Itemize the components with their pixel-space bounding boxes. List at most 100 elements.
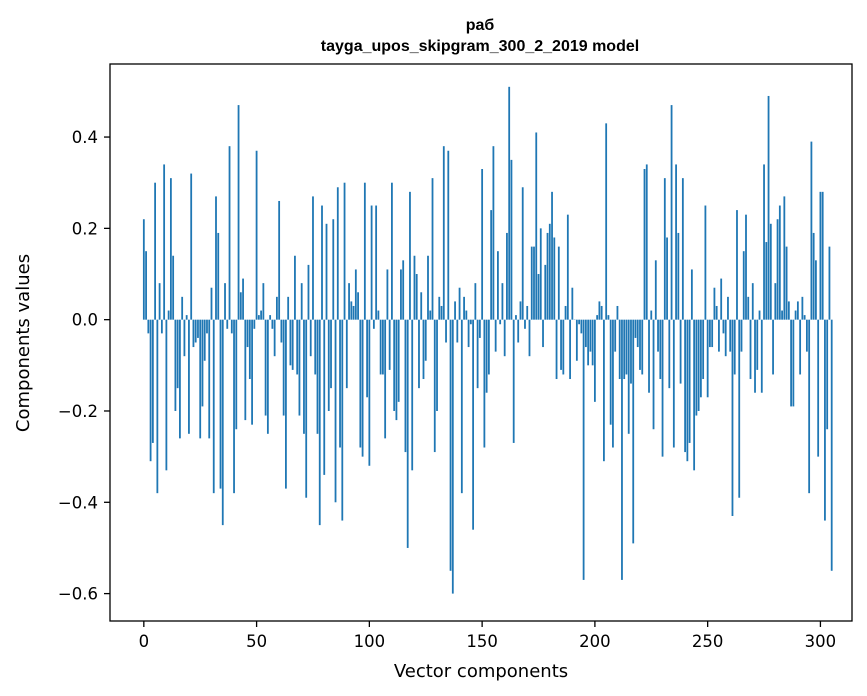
- bar-41: [235, 319, 238, 430]
- bar-114: [400, 269, 402, 320]
- bar-175: [537, 274, 540, 320]
- bar-300: [819, 191, 822, 320]
- bar-218: [634, 319, 637, 338]
- bar-28: [206, 319, 208, 334]
- bar-60: [278, 200, 281, 320]
- bar-145: [469, 319, 472, 325]
- bar-251: [709, 319, 711, 348]
- bar-256: [720, 278, 723, 320]
- bar-216: [630, 319, 632, 384]
- bar-283: [781, 310, 783, 320]
- bar-269: [749, 319, 752, 380]
- bar-236: [675, 164, 677, 320]
- bar-85: [334, 319, 337, 503]
- bar-274: [760, 319, 763, 393]
- bar-140: [458, 287, 461, 320]
- bar-90: [345, 319, 348, 389]
- bar-49: [253, 319, 256, 329]
- bar-111: [393, 319, 396, 411]
- bar-233: [668, 319, 671, 389]
- bar-257: [722, 319, 725, 334]
- bar-260: [729, 319, 732, 352]
- bar-153: [487, 319, 490, 375]
- bar-241: [686, 319, 689, 462]
- bar-285: [785, 246, 788, 320]
- x-tick-label: 200: [579, 632, 611, 651]
- bar-19: [185, 315, 188, 320]
- plot-frame: [109, 63, 853, 622]
- bar-250: [706, 319, 709, 398]
- bar-25: [199, 319, 202, 439]
- bar-275: [763, 164, 765, 320]
- bar-203: [600, 305, 603, 320]
- bar-64: [287, 296, 290, 320]
- bar-138: [454, 301, 456, 320]
- bar-43: [239, 292, 242, 320]
- bar-293: [803, 315, 806, 320]
- bar-152: [485, 319, 488, 393]
- bar-214: [625, 319, 628, 375]
- bar-258: [724, 319, 727, 357]
- bar-284: [783, 196, 786, 320]
- bar-33: [217, 232, 220, 320]
- bar-286: [787, 301, 790, 320]
- bar-73: [307, 264, 310, 320]
- bar-109: [388, 319, 391, 370]
- x-axis-label: Vector components: [394, 661, 568, 682]
- bar-122: [418, 319, 420, 389]
- bar-298: [815, 260, 817, 320]
- bar-150: [481, 169, 484, 320]
- y-tick-label: 0.4: [72, 128, 98, 147]
- bar-35: [221, 319, 224, 526]
- bar-231: [663, 178, 666, 320]
- bar-165: [515, 315, 517, 320]
- bar-81: [325, 223, 328, 320]
- bar-66: [291, 319, 294, 370]
- bar-154: [490, 210, 493, 320]
- bar-255: [718, 319, 720, 352]
- bar-120: [413, 255, 416, 320]
- bar-229: [659, 319, 662, 380]
- bar-139: [456, 319, 459, 343]
- bar-51: [257, 315, 260, 320]
- bar-194: [580, 319, 583, 334]
- bar-132: [440, 305, 443, 320]
- bar-68: [296, 319, 299, 375]
- bar-189: [569, 319, 571, 380]
- bar-21: [190, 173, 193, 320]
- bar-226: [652, 319, 655, 430]
- bar-84: [332, 219, 335, 320]
- bar-89: [343, 182, 346, 320]
- y-tick-label: −0.6: [58, 585, 98, 604]
- bar-61: [280, 319, 283, 343]
- bar-12: [169, 178, 172, 320]
- chart-subtitle: tayga_upos_skipgram_300_2_2019 model: [321, 38, 639, 55]
- bar-103: [375, 205, 378, 320]
- bar-3: [149, 319, 152, 462]
- bar-277: [767, 95, 770, 320]
- bar-11: [167, 310, 170, 320]
- bar-42: [237, 105, 240, 320]
- bar-63: [285, 319, 287, 489]
- bar-55: [266, 319, 269, 434]
- bar-136: [449, 319, 452, 571]
- x-tick-label: 300: [805, 632, 837, 651]
- bar-105: [379, 319, 382, 375]
- bar-252: [711, 319, 714, 348]
- bar-26: [201, 319, 204, 407]
- bar-280: [774, 283, 777, 320]
- bar-267: [745, 214, 747, 320]
- bar-88: [341, 319, 344, 521]
- x-tick-label: 250: [692, 632, 724, 651]
- bar-228: [657, 319, 659, 352]
- bar-178: [544, 264, 547, 320]
- bar-130: [436, 319, 438, 411]
- bar-80: [323, 319, 326, 475]
- bar-294: [805, 319, 808, 352]
- bar-17: [181, 296, 184, 320]
- bar-2: [147, 319, 150, 334]
- bar-56: [269, 315, 272, 320]
- bar-69: [298, 319, 301, 416]
- bar-62: [282, 319, 285, 416]
- bar-22: [192, 319, 195, 348]
